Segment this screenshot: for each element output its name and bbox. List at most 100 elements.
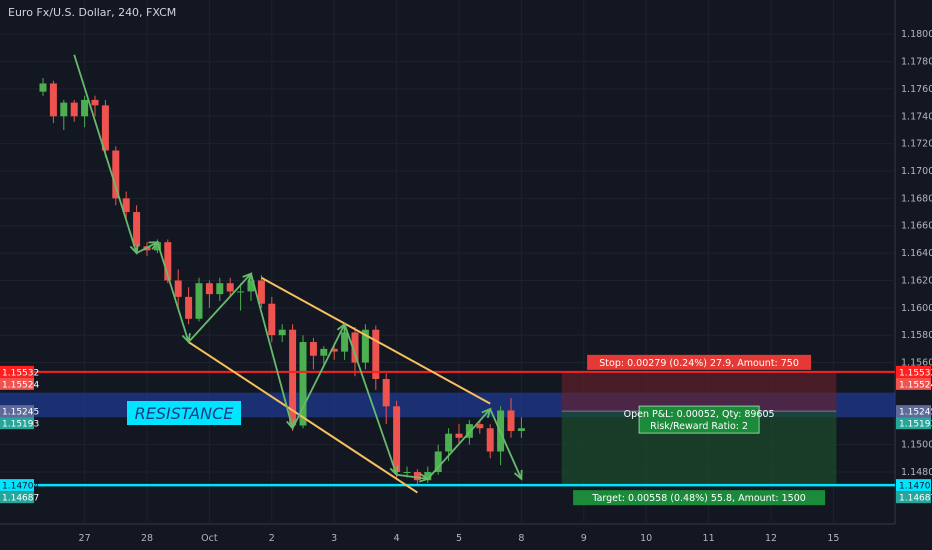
candle <box>361 324 369 370</box>
candle <box>299 335 307 429</box>
left-price-badge: 1.14687 <box>0 491 39 504</box>
candle-body <box>101 105 109 151</box>
x-tick-label: 27 <box>79 533 91 544</box>
candle-body <box>424 472 432 481</box>
y-tick-label: 1.16800 <box>901 193 932 204</box>
candle-body <box>372 329 380 379</box>
candle-body <box>476 424 484 429</box>
candle <box>289 324 297 431</box>
candle-body <box>49 83 57 117</box>
stop-zone <box>561 371 837 412</box>
left-price-badge-text: 1.15524 <box>2 380 39 390</box>
path-arrow-shaft <box>396 473 428 480</box>
candle-body <box>153 242 161 251</box>
candle <box>434 444 442 475</box>
candle <box>237 283 245 311</box>
resistance-label: RESISTANCE <box>127 401 241 425</box>
candle-body <box>226 283 234 292</box>
candle <box>195 277 203 322</box>
stop-label-box <box>587 354 812 370</box>
target-label-box <box>573 490 826 506</box>
target-label-text: Target: 0.00558 (0.48%) 55.8, Amount: 15… <box>591 493 805 504</box>
y-tick-label: 1.17000 <box>901 166 932 177</box>
candle-body <box>60 102 68 117</box>
path-arrow-head <box>513 469 523 481</box>
y-tick-label: 1.16400 <box>901 248 932 259</box>
candle <box>49 80 57 124</box>
left-price-badge-text: 1.15193 <box>2 420 39 430</box>
candle <box>174 269 182 308</box>
candle-body <box>465 424 473 438</box>
price-badge: 1.15245 <box>896 405 932 418</box>
candle <box>247 277 255 301</box>
candle-body <box>351 332 359 363</box>
candle-body <box>299 342 307 426</box>
x-tick-label: 3 <box>331 533 337 544</box>
candle-body <box>185 296 193 319</box>
price-badge-text: 1.15532 <box>899 368 932 378</box>
candle <box>122 191 130 219</box>
candle-body <box>486 428 494 452</box>
left-price-badge-box <box>0 405 34 418</box>
price-badge-box <box>896 405 931 418</box>
x-tick-label: 11 <box>703 533 715 544</box>
candle-body <box>403 472 411 474</box>
candle-body <box>268 303 276 336</box>
price-badge-box <box>896 365 931 378</box>
trendline <box>188 341 418 494</box>
candle <box>185 287 193 325</box>
rr-label-text: Risk/Reward Ratio: 2 <box>650 421 748 432</box>
x-tick-label: 15 <box>827 533 839 544</box>
candle <box>341 328 349 360</box>
left-price-badge-text: 1.15245 <box>2 408 39 418</box>
candles <box>39 77 525 486</box>
price-badge: 1.15524 <box>896 377 932 390</box>
path-arrow-shaft <box>489 408 523 480</box>
y-tick-label: 1.18000 <box>901 29 932 40</box>
candle-body <box>320 348 328 356</box>
price-axis-panel <box>895 0 932 550</box>
candle <box>39 77 47 96</box>
candle-body <box>39 83 47 92</box>
y-tick-label: 1.14800 <box>901 467 932 478</box>
candle-body <box>216 283 224 295</box>
candle-body <box>112 150 120 199</box>
annotation-lines <box>0 54 895 494</box>
candle <box>372 325 380 390</box>
price-badge: 1.15193 <box>896 417 932 430</box>
candle-body <box>341 332 349 352</box>
candle <box>81 95 89 128</box>
candle-body <box>133 212 141 247</box>
resistance-label-box <box>127 401 241 425</box>
candle <box>476 420 484 434</box>
x-tick-label: 8 <box>518 533 524 544</box>
candle-body <box>278 329 286 336</box>
left-price-badge: 1.15532 <box>0 365 39 378</box>
pnl-label-text: Open P&L: 0.00052, Qty: 89605 <box>624 409 775 420</box>
price-badge: 1.14704 <box>896 479 932 492</box>
price-badge-box <box>896 491 931 504</box>
candle-body <box>393 406 401 473</box>
trendline <box>260 276 491 405</box>
candle <box>486 424 494 459</box>
price-badge: 1.15532 <box>896 365 932 378</box>
x-tick-label: 12 <box>765 533 777 544</box>
x-tick-label: 2 <box>269 533 275 544</box>
candle <box>216 277 224 301</box>
candle-body <box>205 283 213 295</box>
candle <box>226 277 234 297</box>
price-badge-box <box>896 479 931 492</box>
left-price-badge: 1.15193 <box>0 417 39 430</box>
candle <box>268 296 276 343</box>
candle <box>278 324 286 343</box>
candle-body <box>195 283 203 319</box>
annotation-labels: RESISTANCE Stop: 0.00279 (0.24%) 27.9, Am… <box>127 354 826 506</box>
left-price-badge-box <box>0 479 34 492</box>
y-tick-label: 1.15000 <box>901 440 932 451</box>
path-arrow-shaft <box>156 241 190 343</box>
candle <box>112 146 120 206</box>
candle-body <box>507 410 515 431</box>
y-tick-label: 1.15600 <box>901 358 932 369</box>
path-arrow-shaft <box>187 273 252 343</box>
